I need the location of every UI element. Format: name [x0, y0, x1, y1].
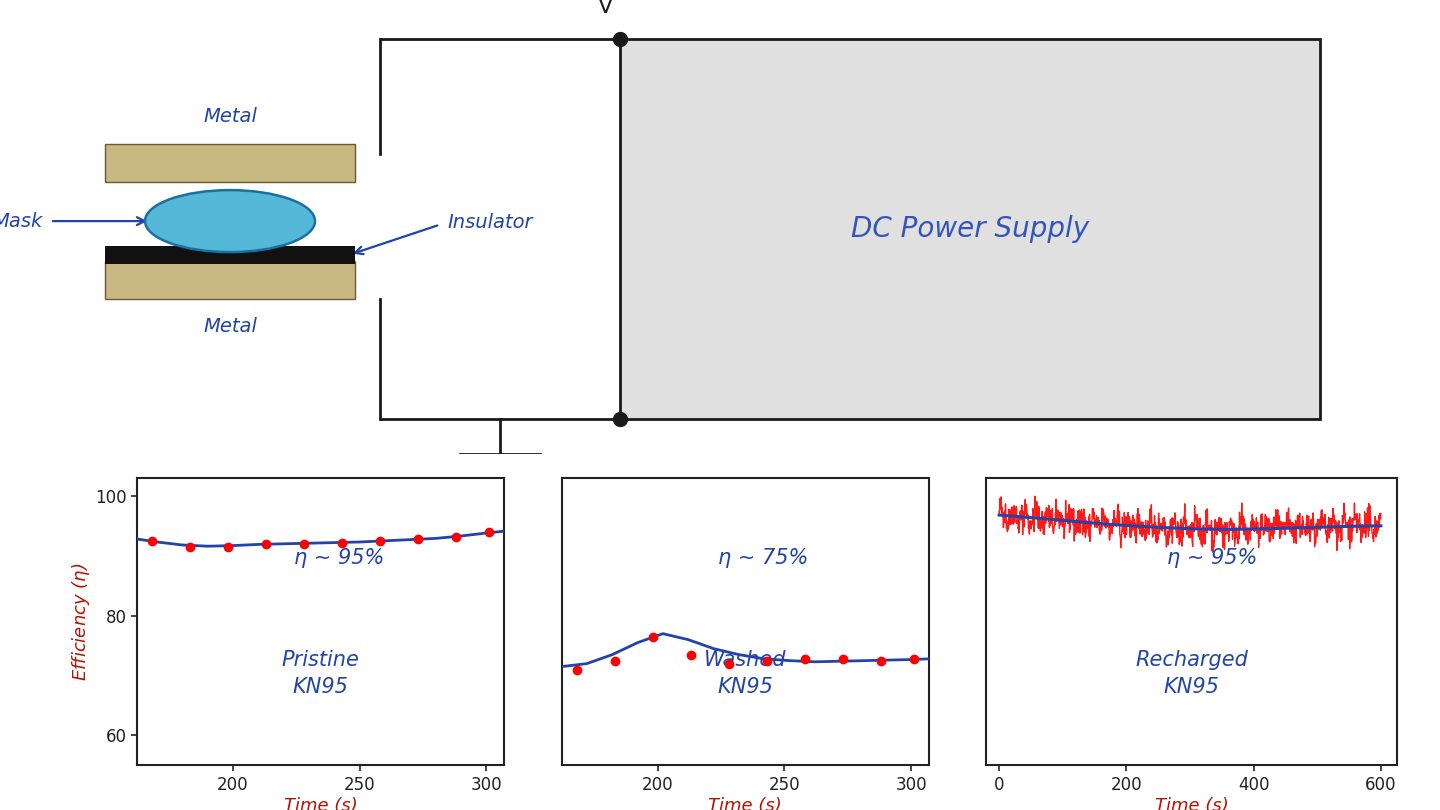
Bar — [105, 261, 356, 299]
X-axis label: Time (s): Time (s) — [708, 797, 782, 810]
Bar — [105, 245, 356, 263]
Text: Washed
KN95: Washed KN95 — [704, 650, 786, 697]
Text: Metal: Metal — [203, 317, 256, 335]
Text: η ~ 75%: η ~ 75% — [719, 548, 809, 569]
Text: η ~ 95%: η ~ 95% — [294, 548, 384, 569]
Text: Metal: Metal — [203, 107, 256, 126]
Text: Pristine
KN95: Pristine KN95 — [281, 650, 360, 697]
X-axis label: Time (s): Time (s) — [284, 797, 357, 810]
Text: η ~ 95%: η ~ 95% — [1166, 548, 1257, 569]
Text: V: V — [598, 0, 612, 16]
Bar — [105, 143, 356, 181]
Bar — [621, 39, 1320, 419]
Text: Recharged
KN95: Recharged KN95 — [1135, 650, 1248, 697]
Text: Insulator: Insulator — [446, 213, 533, 232]
Y-axis label: Efficiency ($\eta$): Efficiency ($\eta$) — [71, 562, 92, 681]
Text: DC Power Supply: DC Power Supply — [851, 215, 1089, 243]
Ellipse shape — [145, 190, 315, 252]
X-axis label: Time (s): Time (s) — [1155, 797, 1228, 810]
Text: Mask: Mask — [0, 211, 43, 231]
